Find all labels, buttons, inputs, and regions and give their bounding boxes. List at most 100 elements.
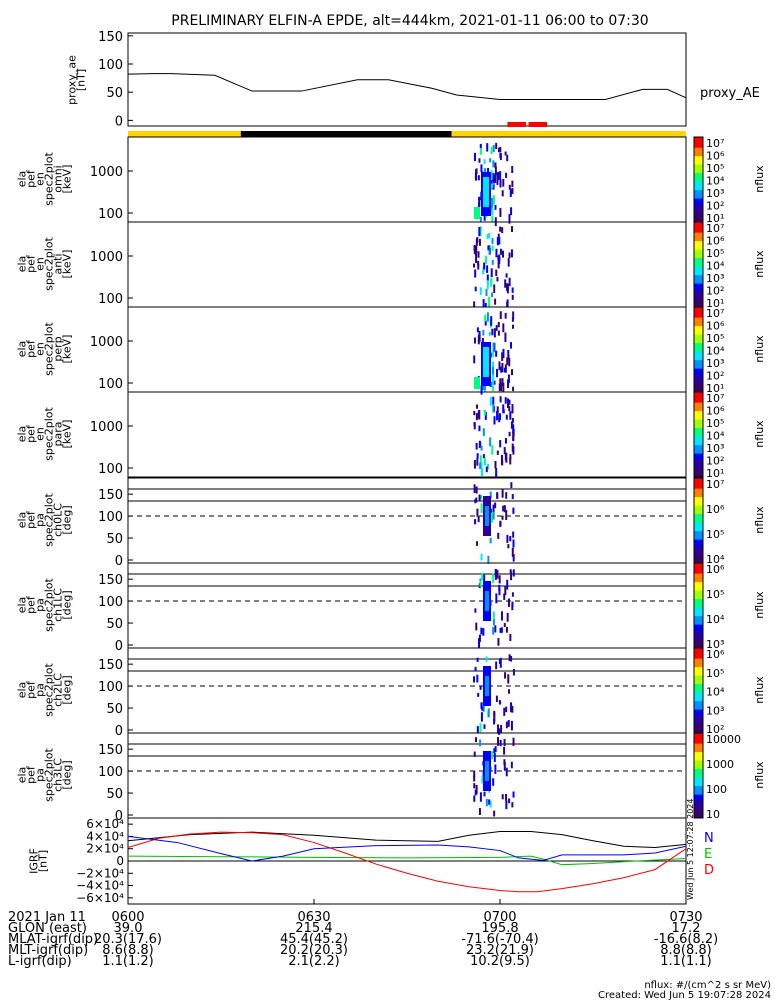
flux-pixel: [492, 361, 495, 367]
colorbar-segment: [694, 773, 703, 776]
flux-pixel: [510, 226, 513, 233]
flux-pixel: [480, 144, 483, 155]
spectrogram-ylabel: pef: [25, 680, 38, 699]
flux-pixel: [506, 534, 509, 543]
colorbar-segment: [694, 643, 703, 647]
spectrogram-ylabel: [deg]: [61, 505, 74, 534]
colorbar-segment: [694, 484, 703, 487]
colorbar-tick-label: 10²: [706, 200, 724, 213]
colorbar-segment: [694, 764, 703, 768]
colorbar-segment: [694, 635, 703, 638]
colorbar-segment: [694, 556, 703, 560]
flux-pixel: [491, 352, 494, 357]
flux-pixel: [507, 674, 510, 684]
flux-pixel: [493, 748, 496, 754]
colorbar-segment: [694, 552, 703, 555]
flux-pixel: [495, 142, 498, 150]
colorbar-segment: [694, 531, 703, 534]
spectrogram-ylabel: ch1LC: [52, 588, 65, 622]
spectrogram-tick-label: 150: [98, 658, 123, 673]
flux-pixel: [493, 712, 496, 722]
flux-pixel: [480, 712, 483, 722]
flux-pixel: [481, 775, 484, 784]
colorbar-segment: [694, 756, 703, 759]
colorbar-segment: [694, 243, 703, 246]
colorbar-tick-label: 10²: [706, 285, 724, 298]
colorbar-segment: [694, 273, 703, 276]
flux-pixel: [483, 458, 486, 466]
colorbar-segment: [694, 426, 703, 429]
colorbar-segment: [694, 447, 703, 450]
flux-pixel: [496, 406, 499, 414]
colorbar-segment: [694, 662, 703, 666]
colorbar-segment: [694, 253, 703, 257]
flux-pixel: [510, 761, 513, 769]
colorbar-tick-label: 10⁶: [706, 320, 725, 333]
colorbar-segment: [694, 438, 703, 442]
flux-pixel: [488, 232, 491, 239]
colorbar-segment: [694, 194, 703, 197]
flux-pixel: [491, 328, 494, 336]
flux-pixel: [473, 422, 476, 430]
spectrogram-ylabel: pa: [34, 683, 47, 697]
flux-pixel: [495, 350, 498, 357]
colorbar-segment: [694, 529, 703, 532]
ephemeris-value: 23.2(21.9): [466, 943, 534, 958]
colorbar-tick-label: 10⁷: [706, 392, 724, 405]
colorbar-segment: [694, 383, 703, 387]
flux-pixel: [494, 625, 497, 633]
flux-pixel: [502, 382, 505, 392]
colorbar-segment: [694, 173, 703, 176]
colorbar-segment: [694, 139, 703, 142]
colorbar-segment: [694, 713, 703, 717]
flux-pixel: [505, 793, 508, 801]
colorbar-segment: [694, 548, 703, 551]
colorbar-segment: [694, 597, 703, 600]
flux-pixel: [493, 710, 496, 717]
spectrogram-tick-label: 100: [98, 510, 123, 525]
flux-pixel: [499, 207, 502, 217]
flux-pixel: [491, 751, 494, 760]
flux-pixel: [478, 330, 481, 336]
flux-pixel: [512, 737, 515, 746]
colorbar-segment: [694, 468, 703, 472]
colorbar-segment: [694, 205, 703, 208]
flux-pixel: [476, 457, 479, 466]
colorbar-tick-label: 10¹: [706, 212, 724, 225]
flux-pixel: [483, 214, 486, 221]
colorbar-segment: [694, 796, 703, 800]
spectrogram-ylabel: omni: [52, 165, 65, 192]
flux-pixel: [503, 593, 506, 600]
flux-pixel: [507, 598, 510, 607]
flux-pixel: [477, 638, 480, 648]
flux-pixel: [483, 409, 486, 416]
proxy-ae-ylabel: proxy_ae: [66, 55, 79, 105]
colorbar-tick-label: 10⁵: [706, 588, 724, 601]
colorbar-segment: [694, 360, 703, 363]
flux-pixel: [477, 692, 480, 697]
colorbar-segment: [694, 537, 703, 541]
colorbar-segment: [694, 541, 703, 545]
spectrogram-ylabel: pef: [25, 510, 38, 529]
flux-pixel: [478, 333, 481, 343]
colorbar-tick-label: 10³: [706, 187, 724, 200]
flux-pixel: [486, 234, 489, 240]
colorbar-segment: [694, 358, 703, 361]
colorbar-tick-label: 10⁵: [706, 667, 724, 680]
colorbar-segment: [694, 688, 703, 691]
colorbar-segment: [694, 584, 703, 587]
flux-pixel: [496, 724, 499, 734]
spectrogram-frame: [127, 136, 687, 223]
colorbar-segment: [694, 486, 703, 490]
colorbar-segment: [694, 313, 703, 316]
flux-pixel: [490, 316, 493, 326]
igrf-tick-label: −6×10⁴: [76, 891, 124, 905]
flux-pixel: [511, 603, 514, 611]
colorbar-segment: [694, 709, 703, 713]
colorbar-segment: [694, 624, 703, 628]
colorbar-tick-label: 10⁶: [706, 648, 725, 661]
colorbar-segment: [694, 478, 703, 481]
ephemeris-row-label: 2021 Jan 11: [8, 910, 86, 925]
flux-pixel: [508, 277, 511, 287]
flux-pixel: [510, 207, 513, 216]
